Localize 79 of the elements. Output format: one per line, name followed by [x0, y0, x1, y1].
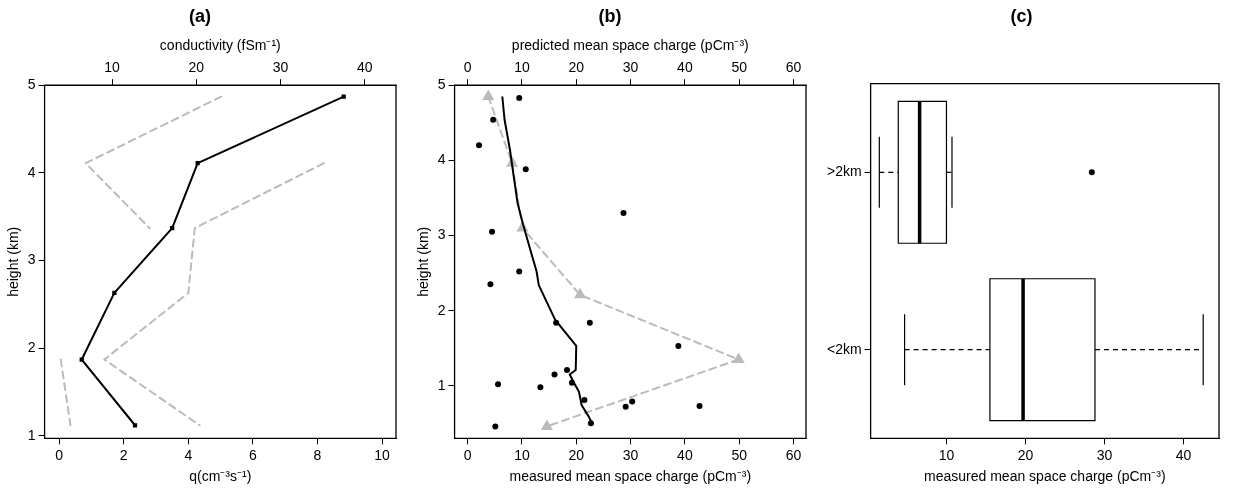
x-tick-label: 4	[184, 446, 193, 463]
x2-tick-label: 10	[514, 58, 530, 75]
point	[495, 381, 502, 388]
x2-tick-label: 0	[463, 58, 472, 75]
x2-tick-label: 20	[188, 58, 205, 75]
point	[581, 397, 588, 404]
x-tick-label: 20	[568, 446, 585, 463]
chart-title: (c)	[1010, 5, 1033, 26]
chart-title: (a)	[189, 5, 211, 26]
point	[573, 287, 587, 299]
point	[586, 319, 593, 326]
x-tick-label: 60	[785, 446, 802, 463]
x-tick-label: 6	[249, 446, 258, 463]
point	[489, 228, 496, 235]
x2-axis-title: conductivity (fSm⁻¹)	[159, 36, 281, 53]
y-tick-label: 5	[27, 76, 36, 93]
x2-tick-label: 40	[677, 58, 693, 75]
x2-tick-label: 50	[731, 58, 748, 75]
chart-title: (b)	[598, 5, 622, 26]
x2-tick-label: 60	[785, 58, 802, 75]
y-tick-label: >2km	[827, 163, 862, 180]
x-axis-title: measured mean space charge (pCm⁻³)	[509, 468, 752, 485]
x-tick-label: 10	[374, 446, 391, 463]
x-tick-label: 10	[938, 446, 955, 463]
point	[516, 268, 523, 275]
point	[516, 94, 523, 101]
x-tick-label: 10	[514, 446, 530, 463]
x-tick-label: 0	[463, 446, 472, 463]
point	[564, 367, 571, 374]
x-tick-label: 30	[622, 446, 639, 463]
y-axis-title: height (km)	[415, 226, 432, 297]
point	[492, 423, 499, 430]
point	[522, 166, 529, 173]
x-tick-label: 0	[55, 446, 64, 463]
point	[675, 342, 682, 349]
y-tick-label: 4	[437, 151, 446, 168]
point	[620, 209, 627, 216]
x-tick-label: 2	[119, 446, 128, 463]
y-tick-label: 1	[27, 426, 36, 443]
point	[629, 398, 636, 405]
point	[732, 352, 745, 363]
x2-axis-title: predicted mean space charge (pCm⁻³)	[511, 36, 749, 53]
point	[482, 89, 495, 100]
x2-tick-label: 40	[357, 58, 373, 75]
x2-tick-label: 10	[104, 58, 120, 75]
x-tick-label: 20	[1017, 446, 1034, 463]
point	[622, 403, 629, 410]
point	[568, 379, 575, 386]
x-axis-title: measured mean space charge (pCm⁻³)	[924, 468, 1166, 485]
x2-tick-label: 20	[568, 58, 585, 75]
x-tick-label: 40	[1175, 446, 1192, 463]
x2-tick-label: 30	[272, 58, 289, 75]
point	[476, 142, 483, 149]
y-tick-label: <2km	[827, 340, 862, 357]
y-tick-label: 2	[437, 301, 446, 318]
point	[79, 357, 84, 362]
point	[537, 384, 544, 391]
point	[553, 319, 560, 326]
x-axis-title: q(cm⁻³s⁻¹)	[189, 468, 252, 485]
point	[696, 403, 703, 410]
y-tick-label: 1	[437, 376, 446, 393]
x-tick-label: 30	[1096, 446, 1113, 463]
x2-tick-label: 30	[622, 58, 639, 75]
point	[341, 94, 346, 99]
point	[487, 281, 494, 288]
line-series	[103, 162, 325, 427]
y-tick-label: 3	[437, 226, 446, 243]
y-tick-label: 2	[27, 338, 36, 355]
x-tick-label: 50	[731, 446, 748, 463]
y-tick-label: 4	[27, 163, 36, 180]
y-tick-label: 3	[27, 251, 36, 268]
x-tick-label: 8	[313, 446, 322, 463]
y-tick-label: 5	[437, 76, 446, 93]
point	[551, 371, 558, 378]
x-tick-label: 40	[677, 446, 693, 463]
point	[587, 420, 594, 427]
point	[490, 116, 497, 123]
y-axis-title: height (km)	[5, 226, 22, 297]
point	[540, 419, 553, 430]
